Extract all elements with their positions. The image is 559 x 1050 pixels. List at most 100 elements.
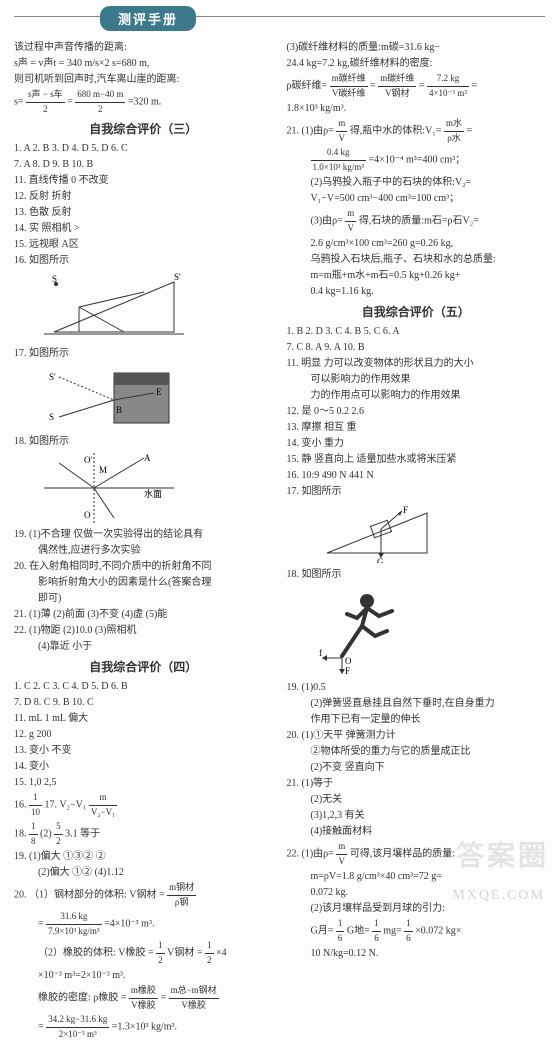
- svg-text:O: O: [345, 656, 352, 666]
- answer-row: 1. B 2. D 3. C 4. B 5. C 6. A: [287, 324, 546, 339]
- answer-row: 17. 如图所示: [287, 484, 546, 499]
- answer-row: 22. (1)物距 (2)10.0 (3)照相机: [14, 623, 273, 638]
- t: 2: [75, 103, 125, 117]
- t: 1: [29, 820, 38, 835]
- text: 2.6 g/cm³×100 cm³=260 g=0.26 kg,: [287, 236, 546, 251]
- answer-row: (4)接触面材料: [287, 824, 546, 839]
- t: 橡胶的密度: ρ橡胶 =: [38, 992, 129, 1003]
- t: 21. (1)由ρ=: [287, 125, 334, 136]
- figure-18-runner: O f F: [317, 586, 546, 676]
- t: =: [471, 80, 477, 91]
- t: =: [466, 125, 472, 136]
- answer-row: 13. 摩擦 相互 重: [287, 420, 546, 435]
- answer-row: (2)无关: [287, 792, 546, 807]
- t: =: [419, 80, 425, 91]
- t: ×0.072 kg×: [415, 925, 461, 936]
- section-title-4: 自我综合评价（四）: [14, 658, 273, 675]
- formula: 橡胶的密度: ρ橡胶 = m橡胶V橡胶 = m总−m钢材V橡胶: [14, 984, 273, 1012]
- t: 3.1 等于: [65, 828, 100, 839]
- text: (3)碳纤维材料的质量:m碳=31.6 kg−: [287, 40, 546, 55]
- svg-text:S: S: [49, 412, 54, 422]
- text: m=m瓶+m水+m石=0.5 kg+0.26 kg+: [287, 268, 546, 283]
- t: 6: [336, 932, 345, 946]
- t: =: [160, 992, 168, 1003]
- formula: = 34.2 kg−31.6 kg2×10⁻³ m³ =1.3×10³ kg/m…: [14, 1013, 273, 1041]
- t: m橡胶: [129, 984, 158, 999]
- answer-row: (2)不变 竖直向下: [287, 760, 546, 775]
- t: 得,瓶中水的体积:V₁=: [350, 125, 442, 136]
- answer-row: 作用下已有一定量的伸长: [287, 712, 546, 727]
- t: 2: [205, 954, 214, 968]
- answer-row: 7. A 8. D 9. B 10. B: [14, 157, 273, 172]
- text: m=ρV=1.8 g/cm³×40 cm³=72 g=: [287, 869, 546, 884]
- t: 6: [372, 932, 381, 946]
- answer-row: 影响折射角大小的因素是什么(答案合理: [14, 575, 273, 590]
- answer-row: 7. D 8. C 9. B 10. C: [14, 695, 273, 710]
- text: 24.4 kg=7.2 kg,碳纤维材料的密度:: [287, 56, 546, 71]
- t: (2): [40, 828, 54, 839]
- answer-row: 19. (1)0.5: [287, 680, 546, 695]
- t: =1.3×10³ kg/m³.: [112, 1021, 177, 1032]
- figure-17-incline: F G: [317, 503, 546, 563]
- t: mg=: [383, 925, 401, 936]
- t: 34.2 kg−31.6 kg: [46, 1013, 109, 1028]
- answer-row: 12. g 200: [14, 727, 273, 742]
- t: m碳纤维: [378, 72, 416, 87]
- answer-row: 18. 如图所示: [287, 567, 546, 582]
- answer-row: (2)弹簧竖直悬挂且自然下垂时,在自身重力: [287, 696, 546, 711]
- section-title-5: 自我综合评价（五）: [287, 303, 546, 320]
- answer-row: (2)偏大 ①② (4)1.12: [14, 865, 273, 880]
- svg-text:水面: 水面: [144, 488, 162, 499]
- t: 1: [205, 939, 214, 954]
- header-badge: 测评手册: [100, 6, 196, 31]
- answer-row: 13. 变小 不变: [14, 743, 273, 758]
- t: 22. (1)由ρ=: [287, 848, 334, 859]
- text: V₁−V=500 cm³−400 cm³=100 cm³；: [287, 191, 546, 206]
- t: m钢材: [167, 881, 196, 896]
- t: (3)由ρ=: [311, 215, 343, 226]
- t: 5: [54, 820, 63, 835]
- t: V碳纤维: [330, 87, 368, 101]
- t: 18.: [14, 828, 29, 839]
- t: m: [336, 840, 347, 855]
- t: V: [345, 222, 356, 236]
- t: 7.2 kg: [427, 72, 469, 87]
- answer-row: 1. C 2. C 3. C 4. D 5. D 6. B: [14, 679, 273, 694]
- text: 10 N/kg=0.12 N.: [287, 946, 546, 961]
- t: 1: [336, 917, 345, 932]
- t: 6: [404, 932, 413, 946]
- text: 则司机听到回声时,汽车离山崖的距离:: [14, 72, 273, 87]
- answer-row: 13. 色散 反射: [14, 205, 273, 220]
- t: m: [345, 207, 356, 222]
- svg-text:S': S': [174, 272, 181, 282]
- t: m: [89, 791, 117, 806]
- answer-row: 17. 如图所示: [14, 346, 273, 361]
- svg-text:F: F: [403, 505, 408, 515]
- t: 得,石块的质量:m石=ρ石V₂=: [359, 215, 479, 226]
- answer-row: 1. A 2. B 3. D 4. D 5. D 6. C: [14, 141, 273, 156]
- t: 1: [29, 791, 42, 806]
- answer-row: 15. 1,0 2,5: [14, 775, 273, 790]
- left-column: 该过程中声音传播的距离: s声 = v声t = 340 m/s×2 s=680 …: [14, 8, 273, 1042]
- svg-text:f: f: [319, 648, 322, 658]
- t: V: [336, 132, 347, 146]
- t: s声 − s车: [26, 88, 65, 103]
- section-title-3: 自我综合评价（三）: [14, 120, 273, 137]
- t: 680 m−40 m: [75, 88, 125, 103]
- text: 乌鸦投入石块后,瓶子、石块和水的总质量:: [287, 252, 546, 267]
- answer-row: 11. 直线传播 0 不改变: [14, 173, 273, 188]
- t: ×4: [216, 947, 227, 958]
- answer-row: 21. (1)薄 (2)前面 (3)不变 (4)虚 (5)能: [14, 607, 273, 622]
- svg-text:O: O: [84, 510, 91, 520]
- answer-row: 21. (1)等于: [287, 776, 546, 791]
- answer-row: 19. (1)偏大 ①③② ②: [14, 849, 273, 864]
- t: 2: [26, 103, 65, 117]
- t: m总−m钢材: [169, 984, 219, 999]
- text: (2)乌鸦投入瓶子中的石块的体积:V₂=: [287, 175, 546, 190]
- t: V: [336, 855, 347, 869]
- t: 2: [156, 954, 165, 968]
- t: 7.9×10³ kg/m³: [46, 925, 101, 939]
- t: =: [67, 96, 73, 107]
- formula: G月= 16 G地= 16 mg= 16 ×0.072 kg×: [287, 917, 546, 945]
- t: 4×10⁻³ m³: [427, 87, 469, 101]
